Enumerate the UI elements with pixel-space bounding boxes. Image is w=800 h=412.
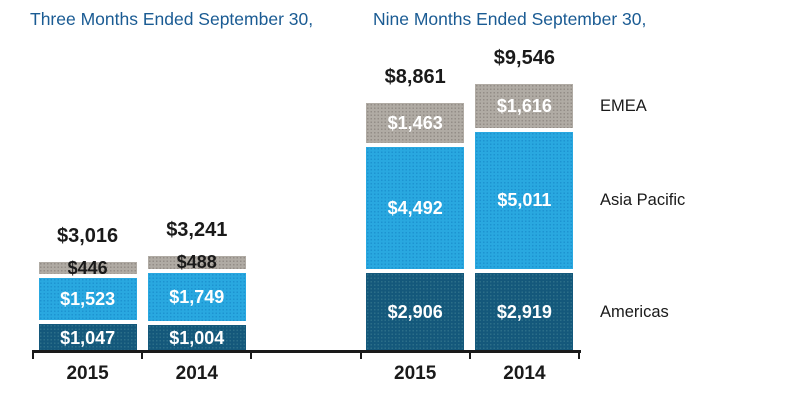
x-axis-category-label: 2014	[503, 363, 546, 384]
group-title-nine-months: Nine Months Ended September 30,	[373, 9, 647, 29]
x-axis-tick	[359, 350, 362, 359]
segment-value-label: $1,616	[496, 96, 552, 117]
bar-segment-americas: $1,047	[38, 323, 137, 352]
segment-value-label: $1,523	[60, 288, 116, 309]
bar-total-label: $3,016	[57, 224, 119, 247]
bar-segment-asia-pacific: $1,523	[38, 278, 137, 320]
bar-segment-asia-pacific: $5,011	[475, 132, 574, 269]
bar-segment-emea: $446	[38, 258, 137, 279]
legend-label-americas: Americas	[600, 303, 669, 322]
bar-segment-asia-pacific: $1,749	[147, 273, 246, 321]
legend-label-emea: EMEA	[600, 97, 647, 116]
bar-total-label: $3,241	[166, 218, 228, 241]
x-axis-category-label: 2015	[66, 363, 109, 384]
bar-segment-emea: $488	[147, 252, 246, 273]
segment-value-label: $1,004	[169, 328, 225, 349]
segment-value-label: $2,919	[496, 302, 552, 323]
bar-segment-americas: $1,004	[147, 324, 246, 352]
segment-value-label: $5,011	[497, 190, 552, 211]
bar-segment-emea: $1,616	[475, 84, 574, 129]
legend-label-asia-pacific: Asia Pacific	[600, 191, 686, 210]
segment-value-label: $4,492	[387, 197, 443, 218]
segment-value-label: $1,463	[387, 112, 443, 133]
bar-segment-americas: $2,906	[366, 272, 465, 352]
x-axis-tick	[468, 350, 471, 359]
group-title-three-months: Three Months Ended September 30,	[30, 9, 314, 29]
x-axis-tick	[141, 350, 144, 359]
x-axis-category-label: 2015	[394, 363, 437, 384]
bar-segment-americas: $2,919	[475, 272, 574, 352]
segment-value-label: $446	[67, 258, 108, 279]
x-axis-tick	[250, 350, 253, 359]
segment-value-label: $1,047	[60, 327, 116, 348]
x-axis-tick	[32, 350, 34, 359]
segment-value-label: $2,906	[387, 302, 443, 323]
bar-segment-asia-pacific: $4,492	[366, 146, 465, 269]
bar-total-label: $9,546	[493, 47, 555, 70]
bar-segment-emea: $1,463	[366, 102, 465, 143]
segment-value-label: $488	[176, 252, 217, 273]
x-axis	[33, 350, 581, 353]
x-axis-category-label: 2014	[175, 363, 218, 384]
bar-total-label: $8,861	[384, 65, 446, 88]
segment-value-label: $1,749	[169, 286, 225, 307]
x-axis-tick	[578, 350, 580, 359]
